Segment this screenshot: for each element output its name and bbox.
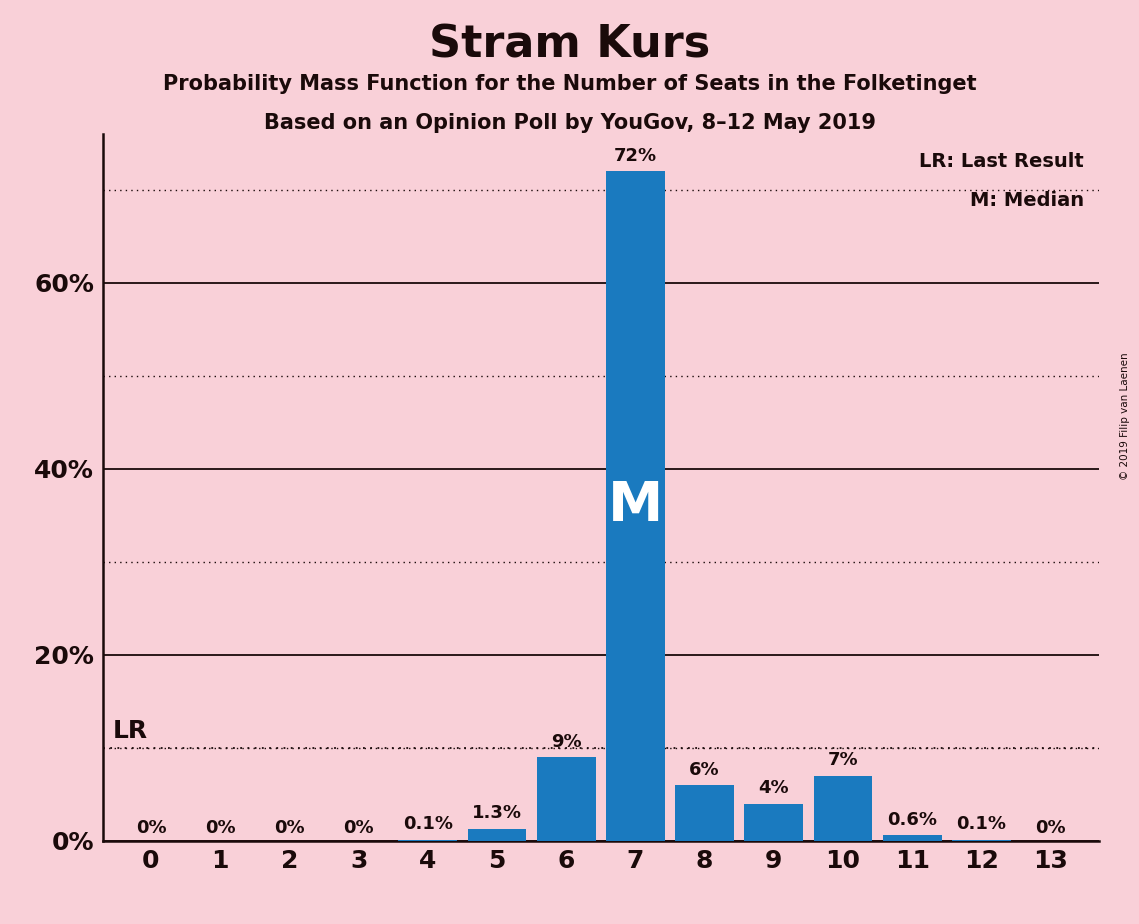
Text: Stram Kurs: Stram Kurs xyxy=(429,23,710,67)
Text: 6%: 6% xyxy=(689,760,720,779)
Text: 72%: 72% xyxy=(614,147,657,164)
Bar xyxy=(399,840,457,841)
Bar xyxy=(952,840,1011,841)
Text: 0.1%: 0.1% xyxy=(957,815,1007,833)
Bar xyxy=(813,776,872,841)
Text: 7%: 7% xyxy=(828,751,859,769)
Text: 0.1%: 0.1% xyxy=(403,815,453,833)
Text: M: Median: M: Median xyxy=(970,190,1084,210)
Text: 0%: 0% xyxy=(136,819,166,837)
Text: 0%: 0% xyxy=(205,819,236,837)
Text: 1.3%: 1.3% xyxy=(472,804,522,822)
Text: LR: Last Result: LR: Last Result xyxy=(919,152,1084,171)
Bar xyxy=(468,829,526,841)
Text: 9%: 9% xyxy=(551,733,582,750)
Bar xyxy=(883,835,942,841)
Bar xyxy=(745,804,803,841)
Text: 0.6%: 0.6% xyxy=(887,810,937,829)
Text: 0%: 0% xyxy=(1035,819,1066,837)
Text: 4%: 4% xyxy=(759,779,789,797)
Text: M: M xyxy=(608,479,663,533)
Bar xyxy=(675,785,734,841)
Text: 0%: 0% xyxy=(343,819,374,837)
Bar xyxy=(606,171,665,841)
Text: Probability Mass Function for the Number of Seats in the Folketinget: Probability Mass Function for the Number… xyxy=(163,74,976,94)
Text: 0%: 0% xyxy=(274,819,305,837)
Bar xyxy=(536,757,596,841)
Text: © 2019 Filip van Laenen: © 2019 Filip van Laenen xyxy=(1120,352,1130,480)
Text: LR: LR xyxy=(113,719,148,743)
Text: Based on an Opinion Poll by YouGov, 8–12 May 2019: Based on an Opinion Poll by YouGov, 8–12… xyxy=(263,113,876,133)
